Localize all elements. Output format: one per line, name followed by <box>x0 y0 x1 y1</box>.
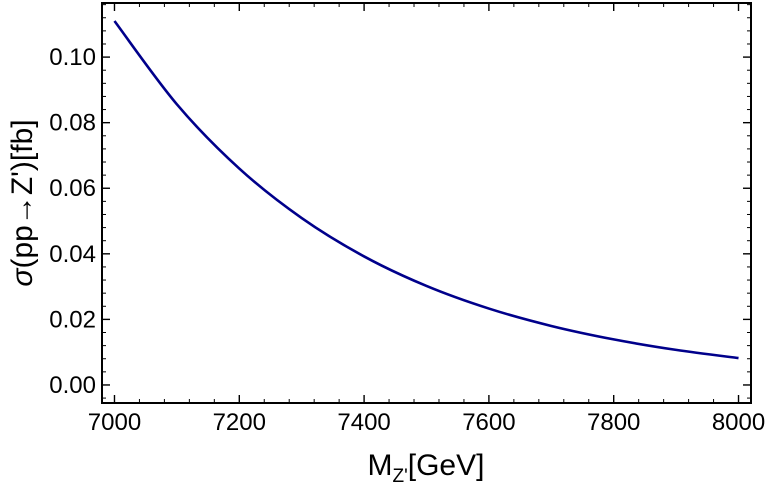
x-tick-label: 7200 <box>213 409 266 436</box>
y-tick-label: 0.04 <box>49 241 96 268</box>
x-tick-label: 7600 <box>462 409 515 436</box>
y-tick-label: 0.08 <box>49 110 96 137</box>
x-tick-label: 8000 <box>712 409 765 436</box>
x-axis-title-main: M <box>368 449 393 482</box>
x-tick-label: 7800 <box>587 409 640 436</box>
x-axis-title: MZ'[GeV] <box>368 449 485 485</box>
y-tick-label: 0.02 <box>49 306 96 333</box>
series-line <box>113 20 739 360</box>
plot-frame <box>101 2 752 404</box>
x-tick-label: 7400 <box>337 409 390 436</box>
y-tick-label: 0.00 <box>49 372 96 399</box>
y-axis-title: σ(pp→Z')[fb] <box>6 119 39 286</box>
x-axis-title-subscript: Z' <box>393 466 408 485</box>
x-axis-title-unit: [GeV] <box>408 449 485 482</box>
tick-labels: 7000 7200 7400 7600 7800 8000 0.00 0.02 0.04 0.06… <box>49 44 765 436</box>
x-tick-label: 7000 <box>88 409 141 436</box>
y-tick-label: 0.06 <box>49 175 96 202</box>
series-layer <box>113 20 739 360</box>
axis-ticks <box>102 3 751 403</box>
y-axis-title-symbol: σ <box>6 267 39 287</box>
y-axis-title-rest: (pp→Z')[fb] <box>6 119 39 268</box>
y-tick-label: 0.10 <box>49 44 96 71</box>
